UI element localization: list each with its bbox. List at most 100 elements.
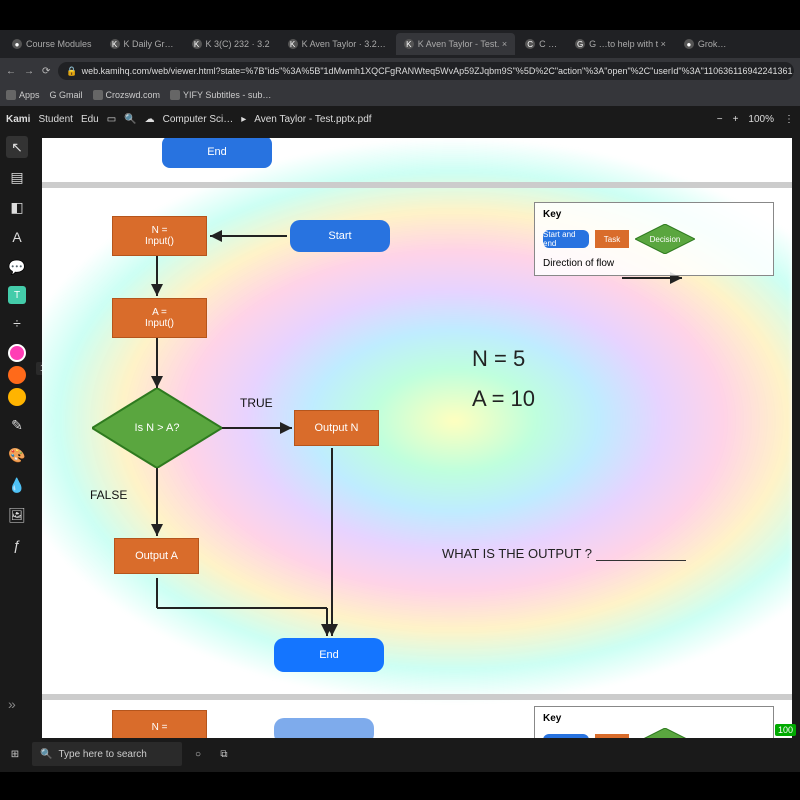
url-input[interactable]: 🔒 web.kamihq.com/web/viewer.html?state=%… xyxy=(58,62,794,80)
node-label: N = xyxy=(152,722,168,733)
tab-favicon: K xyxy=(110,39,120,49)
start-button[interactable]: ⊞ xyxy=(4,743,26,765)
legend-title: Key xyxy=(543,209,561,220)
bookmark-label: G Gmail xyxy=(50,90,83,100)
legend-label: Decision xyxy=(635,224,695,254)
tab-c[interactable]: C C … xyxy=(517,33,565,55)
tool-image[interactable]: 🖼 xyxy=(6,504,28,526)
node-label: End xyxy=(319,649,339,661)
tab-favicon: K xyxy=(288,39,298,49)
search-icon: 🔍 xyxy=(40,749,52,760)
question-label: WHAT IS THE OUTPUT ? xyxy=(442,546,592,561)
tab-k1[interactable]: K K Daily Gr… xyxy=(102,33,182,55)
node-label: Output A xyxy=(135,550,178,562)
tab-label: Course Modules xyxy=(26,39,92,49)
kami-pill-student: Student xyxy=(38,114,72,125)
expand-chevron-icon[interactable]: » xyxy=(8,696,16,712)
tab-label: G …to help with t × xyxy=(589,39,666,49)
tab-course[interactable]: ● Course Modules xyxy=(4,33,100,55)
zoom-level: 100% xyxy=(748,114,774,125)
taskbar-search[interactable]: 🔍 Type here to search xyxy=(32,742,182,766)
tool-markup[interactable]: ▤ xyxy=(6,166,28,188)
bookmark-gmail[interactable]: G Gmail xyxy=(50,90,83,100)
tab-label: K Daily Gr… xyxy=(124,39,174,49)
tab-label: Grok… xyxy=(698,39,727,49)
nav-forward-icon[interactable]: → xyxy=(24,66,34,77)
zoom-in-button[interactable]: + xyxy=(733,114,739,125)
tool-text-a[interactable]: A xyxy=(6,226,28,248)
tab-label: K Aven Taylor - Test. × xyxy=(418,39,507,49)
color-swatches xyxy=(8,344,26,406)
menu-icon[interactable]: ⋮ xyxy=(784,114,794,125)
breadcrumb-file[interactable]: Aven Taylor - Test.pptx.pdf xyxy=(254,114,371,125)
tool-comment[interactable]: 💬 xyxy=(6,256,28,278)
site-icon xyxy=(93,90,103,100)
node-n-input: N = Input() xyxy=(112,216,207,256)
swatch-pink[interactable] xyxy=(8,344,26,362)
legend-terminator: Start and end xyxy=(543,230,589,248)
tab-k3[interactable]: K K Aven Taylor · 3.2… xyxy=(280,33,394,55)
bookmark-label: Crozswd.com xyxy=(106,90,161,100)
document-page: End xyxy=(42,138,792,766)
tool-eyedrop[interactable]: 💧 xyxy=(6,474,28,496)
tab-k2[interactable]: KK 3(C) 232 · 3.2 xyxy=(184,33,278,55)
node-label: Start xyxy=(328,230,351,242)
legend-label: Task xyxy=(604,235,620,244)
tab-favicon: ● xyxy=(684,39,694,49)
apps-icon xyxy=(6,90,16,100)
answer-blank[interactable] xyxy=(596,560,686,561)
bookmark-crozswd[interactable]: Crozswd.com xyxy=(93,90,161,100)
cortana-icon[interactable]: ○ xyxy=(188,744,208,764)
tool-brush[interactable]: ✎ xyxy=(6,414,28,436)
given-a: A = 10 xyxy=(472,386,535,412)
browser-tabs-bar: ●Course Modules KK Daily Gr… KK 3(C) 232… xyxy=(0,30,800,58)
tab-favicon: C xyxy=(525,39,535,49)
label-false: FALSE xyxy=(90,488,127,502)
tab-favicon: K xyxy=(404,39,414,49)
battery-indicator: 100 xyxy=(775,724,796,736)
tool-text-t[interactable]: T xyxy=(8,286,26,304)
url-text: web.kamihq.com/web/viewer.html?state=%7B… xyxy=(82,62,794,80)
node-start: Start xyxy=(290,220,390,252)
kami-frame-icon[interactable]: ▭ xyxy=(107,114,116,125)
bookmark-yify[interactable]: YIFY Subtitles - sub… xyxy=(170,90,271,100)
legend-decision: Decision xyxy=(635,224,695,254)
slide-divider-bottom xyxy=(42,694,792,700)
tab-label: K Aven Taylor · 3.2… xyxy=(302,39,386,49)
tab-g[interactable]: G G …to help with t × xyxy=(567,33,674,55)
nav-reload-icon[interactable]: ⟳ xyxy=(42,66,50,77)
node-end: End xyxy=(274,638,384,672)
zoom-out-button[interactable]: − xyxy=(717,114,723,125)
node-decision: Is N > A? xyxy=(92,388,222,468)
tool-equation[interactable]: ƒ xyxy=(6,534,28,556)
node-output-n: Output N xyxy=(294,410,379,446)
node-label: Output N xyxy=(314,422,358,434)
legend-title: Key xyxy=(543,713,561,724)
breadcrumb-folder[interactable]: Computer Sci… xyxy=(163,114,234,125)
search-icon[interactable]: 🔍 xyxy=(124,114,136,125)
bookmark-label: Apps xyxy=(19,90,40,100)
nav-back-icon[interactable]: ← xyxy=(6,66,16,77)
tab-favicon: G xyxy=(575,39,585,49)
tool-select[interactable]: ↖ xyxy=(6,136,28,158)
lock-icon: 🔒 xyxy=(66,62,77,80)
node-output-a: Output A xyxy=(114,538,199,574)
node-label: Is N > A? xyxy=(135,422,180,434)
tab-label: K 3(C) 232 · 3.2 xyxy=(206,39,270,49)
taskview-icon[interactable]: ⧉ xyxy=(214,744,234,764)
cloud-icon[interactable]: ☁ xyxy=(145,114,155,125)
tab-grok[interactable]: ● Grok… xyxy=(676,33,735,55)
windows-taskbar: ⊞ 🔍 Type here to search ○ ⧉ xyxy=(0,738,800,770)
bookmark-apps[interactable]: Apps xyxy=(6,90,40,100)
node-label: A = Input() xyxy=(145,307,174,329)
bookmarks-bar: Apps G Gmail Crozswd.com YIFY Subtitles … xyxy=(0,84,800,106)
swatch-orange[interactable] xyxy=(8,366,26,384)
tab-favicon: ● xyxy=(12,39,22,49)
tool-palette[interactable]: 🎨 xyxy=(6,444,28,466)
swatch-yellow[interactable] xyxy=(8,388,26,406)
tool-divide[interactable]: ÷ xyxy=(6,312,28,334)
given-n: N = 5 xyxy=(472,346,525,372)
tab-active[interactable]: K K Aven Taylor - Test. × xyxy=(396,33,515,55)
tool-shapes[interactable]: ◧ xyxy=(6,196,28,218)
tab-label: C … xyxy=(539,39,557,49)
